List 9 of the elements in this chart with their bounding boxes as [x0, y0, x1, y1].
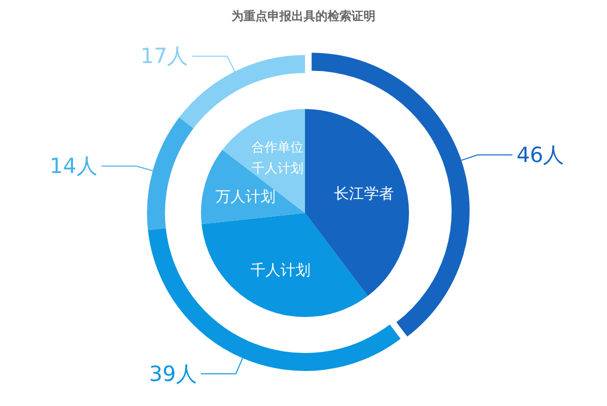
data-label: 17人 — [140, 44, 188, 68]
slice-label: 合作单位千人计划 — [252, 140, 304, 176]
slice-label: 万人计划 — [215, 188, 276, 206]
data-label: 14人 — [50, 154, 98, 178]
data-label: 46人 — [516, 142, 564, 167]
chart-title: 为重点申报出具的检索证明 — [232, 9, 376, 23]
data-label: 39人 — [149, 362, 197, 386]
slice-label: 长江学者 — [334, 184, 394, 203]
slice-label: 千人计划 — [250, 261, 310, 280]
